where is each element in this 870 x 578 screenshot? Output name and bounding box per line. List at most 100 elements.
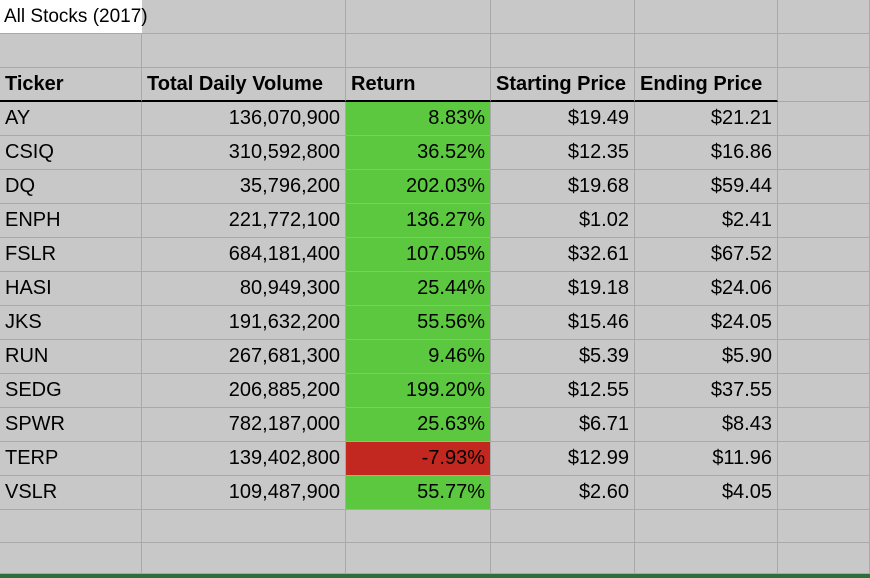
- ending-price-cell[interactable]: $24.05: [635, 306, 778, 340]
- starting-price-cell[interactable]: $19.18: [491, 272, 635, 306]
- empty-cell[interactable]: [142, 34, 346, 68]
- starting-price-cell[interactable]: $15.46: [491, 306, 635, 340]
- empty-cell[interactable]: [778, 476, 870, 510]
- ending-price-cell[interactable]: $4.05: [635, 476, 778, 510]
- title-cell[interactable]: All Stocks (2017): [0, 0, 148, 34]
- empty-cell[interactable]: [778, 272, 870, 306]
- empty-cell[interactable]: [778, 543, 870, 574]
- return-cell[interactable]: -7.93%: [346, 442, 491, 476]
- ticker-cell[interactable]: SPWR: [0, 408, 142, 442]
- return-cell[interactable]: 107.05%: [346, 238, 491, 272]
- ending-price-cell[interactable]: $21.21: [635, 102, 778, 136]
- ending-price-cell[interactable]: $2.41: [635, 204, 778, 238]
- return-cell[interactable]: 36.52%: [346, 136, 491, 170]
- ending-price-cell[interactable]: $5.90: [635, 340, 778, 374]
- empty-cell[interactable]: [778, 374, 870, 408]
- empty-cell[interactable]: [778, 102, 870, 136]
- volume-cell[interactable]: 221,772,100: [142, 204, 346, 238]
- empty-cell[interactable]: [635, 34, 778, 68]
- ticker-cell[interactable]: SEDG: [0, 374, 142, 408]
- volume-cell[interactable]: 191,632,200: [142, 306, 346, 340]
- empty-cell[interactable]: [346, 0, 491, 34]
- empty-cell[interactable]: [491, 34, 635, 68]
- empty-cell[interactable]: [346, 34, 491, 68]
- ending-price-cell[interactable]: $11.96: [635, 442, 778, 476]
- return-cell[interactable]: 25.63%: [346, 408, 491, 442]
- volume-cell[interactable]: 267,681,300: [142, 340, 346, 374]
- return-cell[interactable]: 8.83%: [346, 102, 491, 136]
- starting-price-cell[interactable]: $2.60: [491, 476, 635, 510]
- starting-price-cell[interactable]: $1.02: [491, 204, 635, 238]
- return-cell[interactable]: 55.56%: [346, 306, 491, 340]
- starting-price-cell[interactable]: $12.35: [491, 136, 635, 170]
- empty-cell[interactable]: [778, 340, 870, 374]
- ending-price-cell[interactable]: $59.44: [635, 170, 778, 204]
- empty-cell[interactable]: [778, 510, 870, 543]
- header-return[interactable]: Return: [346, 68, 491, 102]
- volume-cell[interactable]: 310,592,800: [142, 136, 346, 170]
- ending-price-cell[interactable]: $16.86: [635, 136, 778, 170]
- volume-cell[interactable]: 109,487,900: [142, 476, 346, 510]
- empty-cell[interactable]: [142, 0, 346, 34]
- header-starting-price[interactable]: Starting Price: [491, 68, 635, 102]
- volume-cell[interactable]: 139,402,800: [142, 442, 346, 476]
- ticker-cell[interactable]: FSLR: [0, 238, 142, 272]
- volume-cell[interactable]: 206,885,200: [142, 374, 346, 408]
- return-cell[interactable]: 136.27%: [346, 204, 491, 238]
- volume-cell[interactable]: 684,181,400: [142, 238, 346, 272]
- ending-price-cell[interactable]: $8.43: [635, 408, 778, 442]
- empty-cell[interactable]: [142, 543, 346, 574]
- return-cell[interactable]: 55.77%: [346, 476, 491, 510]
- ending-price-cell[interactable]: $67.52: [635, 238, 778, 272]
- starting-price-cell[interactable]: $6.71: [491, 408, 635, 442]
- return-cell[interactable]: 25.44%: [346, 272, 491, 306]
- empty-cell[interactable]: [635, 510, 778, 543]
- empty-cell[interactable]: [778, 442, 870, 476]
- volume-cell[interactable]: 80,949,300: [142, 272, 346, 306]
- empty-cell[interactable]: [778, 0, 870, 34]
- header-ticker[interactable]: Ticker: [0, 68, 142, 102]
- ending-price-cell[interactable]: $37.55: [635, 374, 778, 408]
- ticker-cell[interactable]: ENPH: [0, 204, 142, 238]
- volume-cell[interactable]: 136,070,900: [142, 102, 346, 136]
- empty-cell[interactable]: [0, 510, 142, 543]
- empty-cell[interactable]: [491, 510, 635, 543]
- starting-price-cell[interactable]: $5.39: [491, 340, 635, 374]
- starting-price-cell[interactable]: $12.55: [491, 374, 635, 408]
- empty-cell[interactable]: [778, 170, 870, 204]
- empty-cell[interactable]: [778, 34, 870, 68]
- empty-cell[interactable]: [778, 204, 870, 238]
- empty-cell[interactable]: [778, 408, 870, 442]
- ending-price-cell[interactable]: $24.06: [635, 272, 778, 306]
- return-cell[interactable]: 199.20%: [346, 374, 491, 408]
- volume-cell[interactable]: 35,796,200: [142, 170, 346, 204]
- empty-cell[interactable]: [0, 34, 142, 68]
- empty-cell[interactable]: [778, 68, 870, 102]
- ticker-cell[interactable]: CSIQ: [0, 136, 142, 170]
- starting-price-cell[interactable]: $19.68: [491, 170, 635, 204]
- header-volume[interactable]: Total Daily Volume: [142, 68, 346, 102]
- empty-cell[interactable]: [346, 543, 491, 574]
- volume-cell[interactable]: 782,187,000: [142, 408, 346, 442]
- return-cell[interactable]: 9.46%: [346, 340, 491, 374]
- starting-price-cell[interactable]: $12.99: [491, 442, 635, 476]
- ticker-cell[interactable]: HASI: [0, 272, 142, 306]
- starting-price-cell[interactable]: $19.49: [491, 102, 635, 136]
- ticker-cell[interactable]: JKS: [0, 306, 142, 340]
- ticker-cell[interactable]: TERP: [0, 442, 142, 476]
- ticker-cell[interactable]: AY: [0, 102, 142, 136]
- ticker-cell[interactable]: VSLR: [0, 476, 142, 510]
- empty-cell[interactable]: [778, 238, 870, 272]
- header-ending-price[interactable]: Ending Price: [635, 68, 778, 102]
- empty-cell[interactable]: [635, 543, 778, 574]
- return-cell[interactable]: 202.03%: [346, 170, 491, 204]
- empty-cell[interactable]: [346, 510, 491, 543]
- empty-cell[interactable]: [491, 543, 635, 574]
- ticker-cell[interactable]: DQ: [0, 170, 142, 204]
- empty-cell[interactable]: [0, 543, 142, 574]
- empty-cell[interactable]: [142, 510, 346, 543]
- empty-cell[interactable]: [491, 0, 635, 34]
- starting-price-cell[interactable]: $32.61: [491, 238, 635, 272]
- empty-cell[interactable]: [778, 306, 870, 340]
- empty-cell[interactable]: [778, 136, 870, 170]
